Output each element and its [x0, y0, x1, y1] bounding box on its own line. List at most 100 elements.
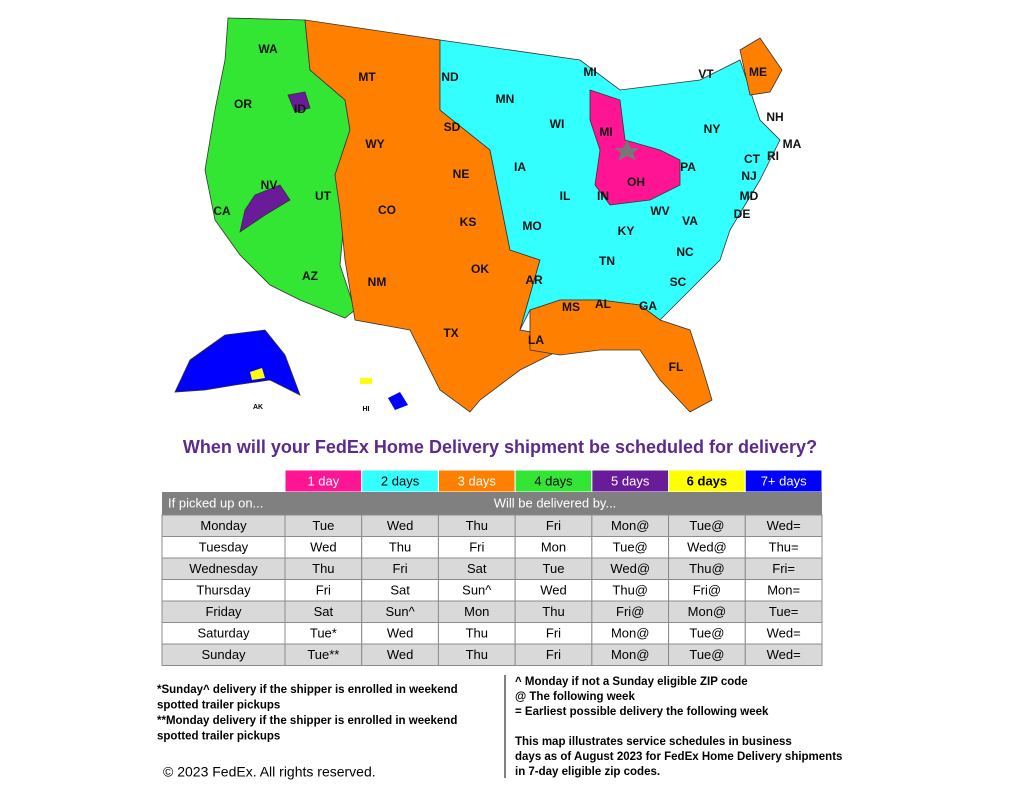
- legend-label: 3 days: [458, 473, 497, 488]
- region-1day: [589, 89, 681, 206]
- state-label: MS: [562, 300, 580, 314]
- cell-text: Sat: [467, 561, 487, 576]
- cell-text: Wednesday: [189, 561, 258, 576]
- cell-text: Mon@: [611, 626, 650, 641]
- state-label: IA: [514, 160, 526, 174]
- cell-text: Mon@: [688, 604, 727, 619]
- cell-text: Wed: [387, 647, 414, 662]
- state-label: AR: [525, 273, 543, 287]
- cell-text: Thu: [312, 561, 334, 576]
- state-label-small: AK: [253, 404, 263, 411]
- state-label: MA: [783, 137, 802, 151]
- state-label: NC: [676, 245, 694, 259]
- state-label: KY: [618, 224, 635, 238]
- legend-label: 2 days: [381, 473, 420, 488]
- state-label: CT: [744, 152, 761, 166]
- state-label: ME: [749, 65, 767, 79]
- state-label: IL: [560, 189, 571, 203]
- header-row: [162, 492, 822, 515]
- star-marker: [615, 140, 639, 161]
- region-7days-hi: [388, 392, 408, 410]
- cell-text: Sunday: [201, 647, 246, 662]
- cell-text: Sun^: [385, 604, 415, 619]
- state-label: SC: [670, 275, 687, 289]
- cell-text: Sun^: [462, 583, 492, 598]
- region-6days-ak: [250, 368, 265, 380]
- state-label: MT: [358, 70, 376, 84]
- cell-text: Sat: [314, 604, 334, 619]
- copyright: © 2023 FedEx. All rights reserved.: [163, 764, 376, 780]
- cell-text: Wed=: [767, 626, 801, 641]
- cell-text: Tue: [312, 518, 334, 533]
- state-label: WY: [365, 137, 384, 151]
- cell-text: Wed=: [767, 518, 801, 533]
- legend-label: 5 days: [611, 473, 650, 488]
- cell-text: Fri: [546, 626, 561, 641]
- state-label: AL: [595, 297, 611, 311]
- state-label: DE: [734, 207, 751, 221]
- cell-text: Thursday: [196, 583, 251, 598]
- cell-text: Wed: [310, 540, 337, 555]
- state-label: NJ: [741, 169, 756, 183]
- cell-text: Thu=: [769, 540, 799, 555]
- cell-text: Thu@: [612, 583, 648, 598]
- state-label: MN: [496, 92, 515, 106]
- cell-text: Wed@: [610, 561, 650, 576]
- state-label: NM: [368, 275, 387, 289]
- region-3days-south: [529, 299, 713, 413]
- note-left: **Monday delivery if the shipper is enro…: [157, 715, 457, 727]
- state-label: AZ: [302, 269, 318, 283]
- disclaimer: days as of August 2023 for FedEx Home De…: [515, 751, 842, 763]
- legend-label: 4 days: [534, 473, 573, 488]
- cell-text: Tuesday: [199, 540, 249, 555]
- legend-label: 1 day: [307, 473, 339, 488]
- region-5days-nv: [239, 184, 291, 233]
- state-label: FL: [669, 360, 684, 374]
- cell-text: Fri@: [693, 583, 721, 598]
- cell-text: Tue=: [769, 604, 799, 619]
- cell-text: Mon: [541, 540, 566, 555]
- cell-text: Wed: [540, 583, 567, 598]
- title: When will your FedEx Home Delivery shipm…: [183, 437, 817, 457]
- cell-text: Mon@: [611, 518, 650, 533]
- table-cell: [744, 643, 823, 666]
- state-label: MD: [740, 189, 759, 203]
- disclaimer: This map illustrates service schedules i…: [515, 736, 792, 748]
- state-label-small: HI: [363, 406, 370, 413]
- disclaimer: in 7-day eligible zip codes.: [515, 766, 660, 778]
- state-label: WA: [258, 42, 278, 56]
- note-left: spotted trailer pickups: [157, 731, 280, 743]
- note-left: spotted trailer pickups: [157, 700, 280, 712]
- cell-text: Tue@: [613, 540, 648, 555]
- state-label: LA: [528, 333, 544, 347]
- note-right: @ The following week: [515, 691, 635, 703]
- state-label: MI: [583, 65, 596, 79]
- cell-text: Thu: [466, 626, 488, 641]
- cell-text: Mon=: [767, 583, 800, 598]
- cell-text: Wed: [387, 518, 414, 533]
- state-label: MI: [599, 125, 612, 139]
- region-5days-id: [287, 91, 311, 113]
- cell-text: Mon@: [611, 647, 650, 662]
- cell-text: Thu: [466, 647, 488, 662]
- state-label: ID: [294, 102, 306, 116]
- state-label: NY: [704, 122, 721, 136]
- region-7days-ak: [174, 329, 301, 396]
- cell-text: Tue: [543, 561, 565, 576]
- state-label: SD: [444, 120, 461, 134]
- state-label: RI: [767, 149, 779, 163]
- state-label: OH: [627, 175, 645, 189]
- note-left: *Sunday^ delivery if the shipper is enro…: [157, 684, 458, 696]
- legend-label: 6 days: [687, 473, 727, 488]
- state-label: WV: [650, 204, 669, 218]
- cell-text: Tue*: [310, 626, 337, 641]
- note-right: ^ Monday if not a Sunday eligible ZIP co…: [515, 676, 748, 688]
- state-label: OK: [471, 262, 489, 276]
- cell-text: Fri: [469, 540, 484, 555]
- state-label: ND: [441, 70, 459, 84]
- state-label: KS: [460, 215, 477, 229]
- cell-text: Tue@: [689, 626, 724, 641]
- cell-text: Wed@: [687, 540, 727, 555]
